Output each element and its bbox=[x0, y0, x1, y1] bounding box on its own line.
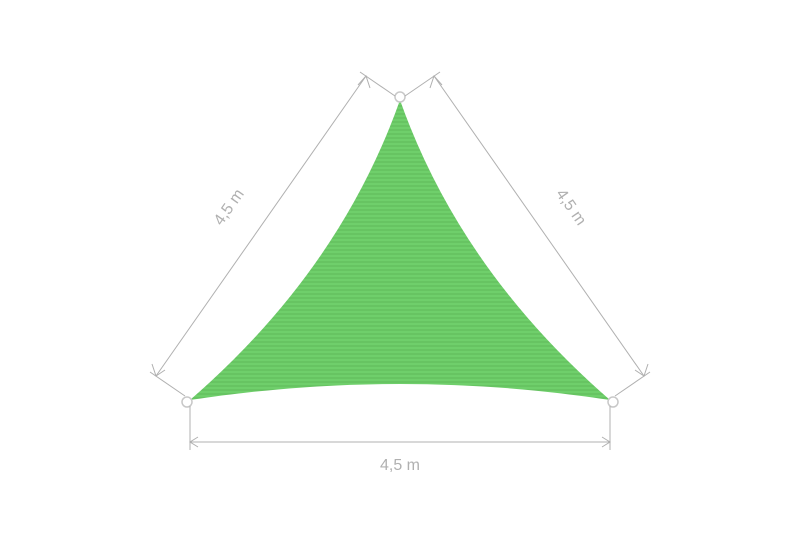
dimension-bottom-label: 4,5 m bbox=[380, 457, 420, 474]
diagram-svg: 4,5 m 4,5 m 4,5 m bbox=[0, 0, 800, 533]
ring-left bbox=[182, 397, 192, 407]
dimension-left-label: 4,5 m bbox=[211, 186, 248, 229]
shade-sail-shape bbox=[190, 100, 610, 400]
dimension-right-label: 4,5 m bbox=[552, 186, 589, 229]
diagram-stage: 4,5 m 4,5 m 4,5 m bbox=[0, 0, 800, 533]
ring-top bbox=[395, 92, 405, 102]
ring-right bbox=[608, 397, 618, 407]
dimension-bottom bbox=[190, 406, 610, 450]
